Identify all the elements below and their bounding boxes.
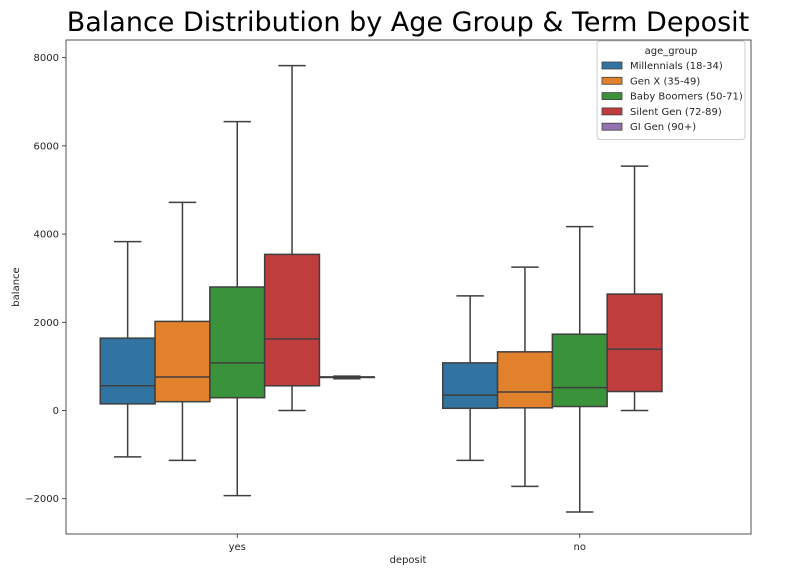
legend-title: age_group xyxy=(645,46,698,57)
x-axis-label: deposit xyxy=(390,555,427,566)
box-baby-no xyxy=(551,225,608,513)
legend-entry: Gen X (35-49) xyxy=(630,76,700,87)
legend-swatch xyxy=(601,61,623,70)
box-body xyxy=(154,320,211,403)
legend-entry: Silent Gen (72-89) xyxy=(630,107,722,118)
plot-frame xyxy=(65,39,752,535)
y-axis-label: balance xyxy=(11,267,22,306)
legend-swatch xyxy=(601,107,623,116)
box-body xyxy=(99,337,156,405)
legend-entry: Baby Boomers (50-71) xyxy=(630,92,743,103)
box-body xyxy=(606,293,663,393)
y-tick-label: 6000 xyxy=(34,141,59,152)
legend-entry: GI Gen (90+) xyxy=(630,122,696,133)
box-body xyxy=(209,286,266,399)
box-silent-no xyxy=(606,165,663,412)
x-tick-label: yes xyxy=(229,542,246,553)
box-gen-yes xyxy=(154,201,211,462)
legend-swatch xyxy=(601,92,623,100)
box-body xyxy=(551,333,608,408)
y-tick-label: 4000 xyxy=(34,230,59,241)
y-tick-label: 8000 xyxy=(34,53,59,64)
box-millennials-no xyxy=(442,295,499,462)
y-tick-label: −2000 xyxy=(25,494,59,505)
box-body xyxy=(263,253,321,387)
box-baby-yes xyxy=(209,120,266,497)
x-tick-label: no xyxy=(574,542,586,553)
legend-entry: Millennials (18-34) xyxy=(630,61,723,72)
box-gen-no xyxy=(496,266,554,488)
legend-frame xyxy=(596,40,746,140)
legend: age_group Millennials (18-34) Gen X (35-49… xyxy=(596,40,746,140)
chart-title: Balance Distribution by Age Group & Term… xyxy=(67,7,750,38)
y-tick-label: 2000 xyxy=(34,318,59,329)
box-gi-yes xyxy=(318,375,376,380)
box-body xyxy=(442,362,499,410)
box-body xyxy=(496,351,554,409)
y-tick-label: 0 xyxy=(53,406,59,417)
box-silent-yes xyxy=(263,64,321,412)
legend-swatch xyxy=(601,122,623,131)
box-millennials-yes xyxy=(99,240,156,458)
legend-swatch xyxy=(601,76,623,85)
plot-area: −2000 0 2000 4000 6000 8000 yes no xyxy=(25,39,752,553)
